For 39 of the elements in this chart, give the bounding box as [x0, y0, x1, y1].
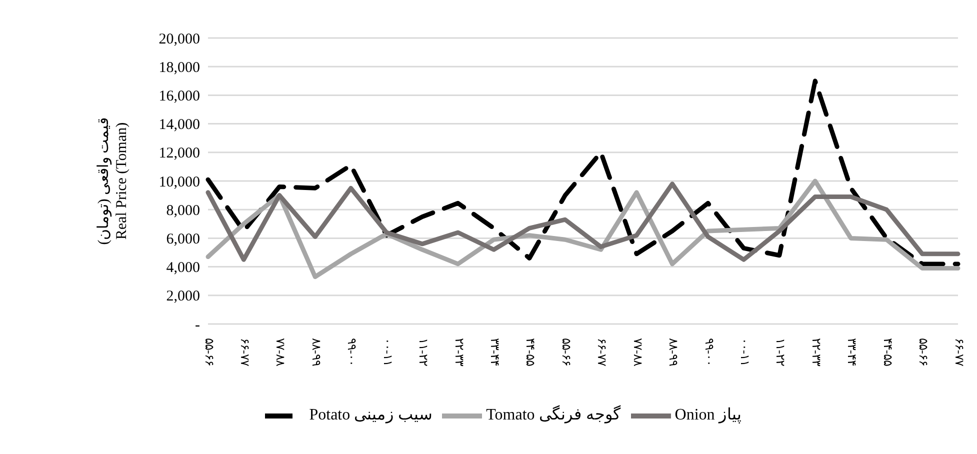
x-tick-label: ۵۵-۶۶	[559, 338, 574, 366]
line-series	[206, 78, 960, 266]
x-tick-label: ۵۵-۶۶	[916, 338, 931, 366]
line-series	[206, 178, 960, 280]
x-tick-label: ۸۸-۹۹	[666, 338, 681, 366]
x-tick-label: ۹۹-۰۰	[345, 338, 360, 366]
x-tick-label: ۷۷-۸۸	[630, 338, 645, 367]
y-tick-label: 16,000	[158, 88, 200, 105]
y-tick-label: 4,000	[166, 260, 200, 276]
y-tick-label: -	[195, 317, 200, 334]
y-tick-label: 10,000	[158, 174, 200, 190]
x-tick-label: ۱۱-۲۲	[416, 338, 431, 366]
y-tick-label: 14,000	[158, 117, 200, 134]
legend-label: Potato سیب زمینی	[309, 406, 432, 424]
x-tick-label: ۳۳-۴۴	[845, 338, 860, 366]
y-tick-label: 18,000	[158, 60, 200, 76]
y-tick-label: 12,000	[158, 146, 200, 162]
x-tick-label: ۷۷-۸۸	[274, 338, 288, 367]
x-tick-label: ۱۱-۲۲	[774, 338, 788, 366]
x-tick-label: ۲۲-۳۳	[452, 338, 466, 367]
legend-label: Tomato گوجه فرنگی	[486, 406, 621, 424]
x-tick-label: ۸۸-۹۹	[309, 338, 324, 366]
y-tick-label: 2,000	[166, 288, 200, 305]
line-series	[206, 182, 960, 262]
x-tick-label: ۶۶-۷۷	[595, 338, 610, 367]
x-tick-label: ۹۹-۰۰	[702, 338, 716, 366]
x-tick-label: ۴۴-۵۵	[524, 338, 538, 366]
x-tick-label: ۶۶-۷۷	[238, 338, 252, 367]
x-tick-label: ۳۳-۴۴	[488, 338, 502, 366]
x-tick-label: ۵۵-۶۶	[202, 338, 216, 366]
x-tick-label: ۴۴-۵۵	[880, 338, 895, 366]
x-tick-label: ۶۶-۷۷	[952, 338, 966, 367]
y-tick-label: 20,000	[158, 31, 200, 48]
x-tick-label: ۰۰-۱۱	[380, 338, 395, 366]
y-tick-label: 8,000	[166, 202, 200, 219]
x-tick-label: ۰۰-۱۱	[738, 338, 752, 366]
x-tick-label: ۲۲-۳۳	[809, 338, 824, 367]
y-tick-label: 6,000	[166, 232, 200, 248]
legend-label: Onion پیاز	[674, 406, 741, 424]
